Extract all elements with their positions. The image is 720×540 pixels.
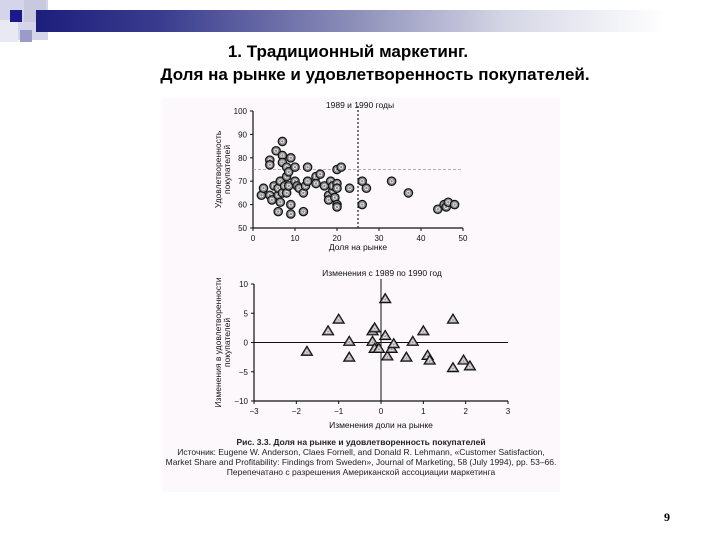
slide-title-line1: 1. Традиционный маркетинг. — [227, 42, 469, 61]
svg-text:10: 10 — [291, 234, 300, 243]
svg-text:80: 80 — [238, 154, 247, 163]
svg-text:20: 20 — [333, 234, 342, 243]
svg-text:Изменения доли на рынке: Изменения доли на рынке — [329, 420, 433, 430]
slide-title-line2: Доля на рынке и удовлетворенность покупа… — [160, 65, 590, 84]
svg-text:2: 2 — [463, 407, 468, 416]
figure-source: Источник: Eugene W. Anderson, Claes Forn… — [165, 447, 557, 477]
svg-text:3: 3 — [506, 407, 511, 416]
svg-text:Доля на рынке: Доля на рынке — [329, 242, 387, 252]
page-number: 9 — [664, 510, 670, 524]
svg-text:−3: −3 — [249, 407, 259, 416]
svg-text:90: 90 — [238, 130, 247, 139]
svg-text:−2: −2 — [292, 407, 302, 416]
svg-text:60: 60 — [238, 201, 247, 210]
svg-text:1: 1 — [421, 407, 426, 416]
figure-caption: Рис. 3.3. Доля на рынке и удовлетворенно… — [164, 437, 558, 477]
svg-text:0: 0 — [379, 407, 384, 416]
svg-text:−1: −1 — [334, 407, 344, 416]
svg-text:0: 0 — [251, 234, 256, 243]
svg-text:100: 100 — [234, 107, 248, 116]
svg-text:покупателей: покупателей — [222, 318, 232, 367]
header-gradient-bar — [36, 10, 666, 32]
svg-text:5: 5 — [244, 309, 249, 318]
svg-text:Изменения с 1989 по 1990 год: Изменения с 1989 по 1990 год — [322, 268, 442, 278]
decor-square — [10, 10, 22, 22]
svg-text:10: 10 — [239, 280, 248, 289]
svg-text:−5: −5 — [239, 368, 249, 377]
svg-text:30: 30 — [375, 234, 384, 243]
svg-text:50: 50 — [459, 234, 468, 243]
svg-text:покупателей: покупателей — [222, 145, 232, 194]
decor-square — [20, 30, 32, 42]
svg-text:Удовлетворенность: Удовлетворенность — [213, 130, 223, 208]
figure-label: Рис. 3.3. Доля на рынке и удовлетворенно… — [236, 437, 486, 447]
svg-text:0: 0 — [244, 339, 249, 348]
svg-text:40: 40 — [417, 234, 426, 243]
svg-text:50: 50 — [238, 224, 247, 233]
decor-square — [0, 20, 18, 42]
figure-image: 50 60 70 80 90 100 0 10 20 30 40 50 1989 и 1990 годы… — [162, 98, 560, 492]
svg-text:−10: −10 — [234, 397, 248, 406]
svg-text:70: 70 — [238, 177, 247, 186]
svg-text:1989 и 1990 годы: 1989 и 1990 годы — [326, 100, 394, 110]
svg-text:Изменения в удовлетворенности: Изменения в удовлетворенности — [213, 277, 223, 407]
